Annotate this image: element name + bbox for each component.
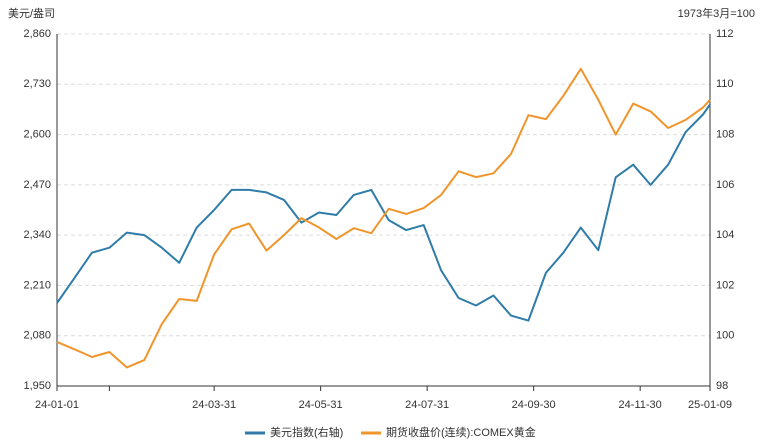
legend-label: 期货收盘价(连续):COMEX黄金 [386,425,536,439]
y-tick-label: 2,080 [23,330,51,342]
y2-tick-label: 102 [716,279,734,291]
x-tick-label: 24-07-31 [405,399,449,411]
y2-tick-label: 104 [716,229,734,241]
y-tick-label: 2,210 [23,279,51,291]
y2-unit-label: 1973年3月=100 [678,6,755,20]
x-tick-label: 24-01-01 [35,399,79,411]
y-tick-label: 2,600 [23,128,51,140]
y2-tick-label: 112 [716,28,734,40]
y-tick-label: 1,950 [23,380,51,392]
y-tick-label: 2,860 [23,28,51,40]
y2-tick-label: 100 [716,330,734,342]
y2-tick-label: 98 [716,380,728,392]
y-tick-label: 2,730 [23,78,51,90]
y2-tick-label: 110 [716,78,734,90]
x-tick-label: 24-09-30 [512,399,556,411]
x-tick-label: 24-05-31 [299,399,343,411]
x-tick-label: 24-03-31 [192,399,236,411]
x-tick-label: 24-11-30 [619,399,662,411]
y-unit-label: 美元/盎司 [8,6,55,20]
x-tick-label: 25-01-09 [688,399,732,411]
y2-tick-label: 108 [716,128,734,140]
series-line [56,103,711,322]
y-tick-label: 2,340 [23,229,51,241]
y-tick-label: 2,470 [23,179,51,191]
legend-label: 美元指数(右轴) [270,425,343,439]
y2-tick-label: 106 [716,179,734,191]
series-line [56,67,711,369]
